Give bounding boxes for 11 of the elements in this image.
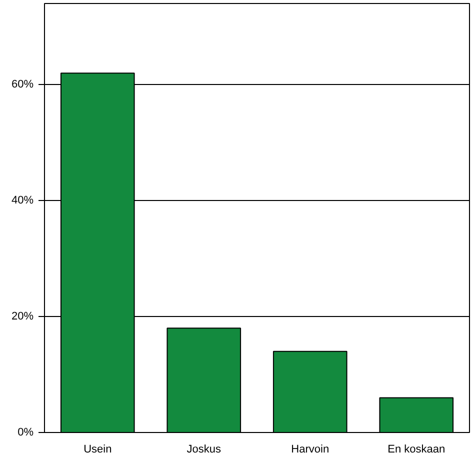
y-tick-label: 60% <box>11 78 34 91</box>
bar <box>379 397 454 432</box>
x-tick-label: Usein <box>84 444 112 456</box>
x-tick-label: Joskus <box>186 444 222 456</box>
y-tick-label: 40% <box>11 194 34 207</box>
bar <box>166 328 242 432</box>
y-tick-label: 20% <box>11 310 34 323</box>
y-tick-label: 0% <box>18 426 34 438</box>
bar <box>272 350 348 432</box>
x-tick-label: Harvoin <box>291 444 330 456</box>
x-tick-label: En koskaan <box>388 444 446 456</box>
